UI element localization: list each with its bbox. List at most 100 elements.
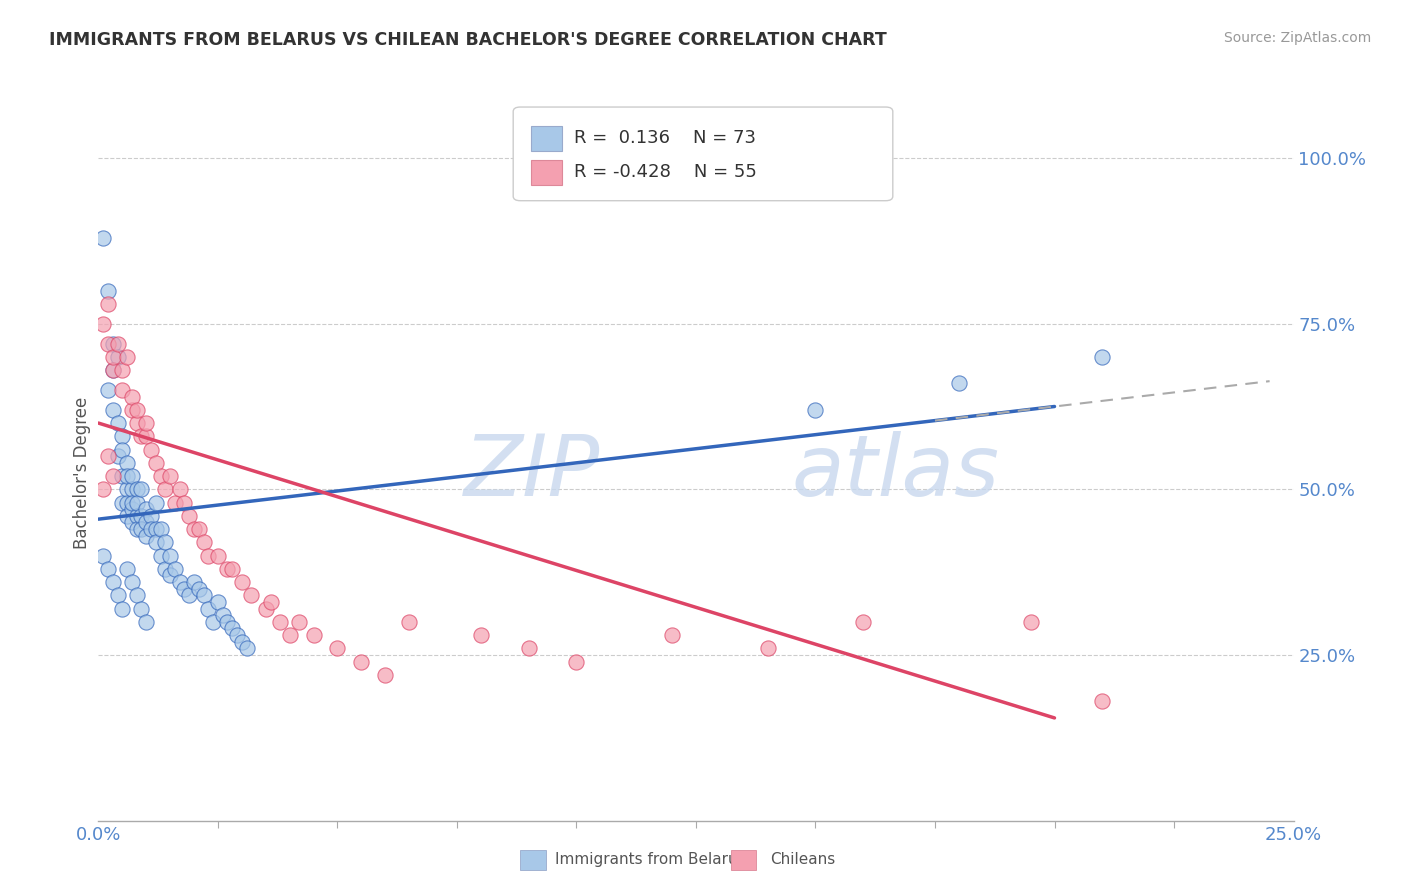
Point	[91, 230, 114, 244]
Point	[1019, 615, 1042, 629]
Point	[125, 416, 148, 430]
Point	[235, 641, 257, 656]
Point	[101, 575, 124, 590]
Text: R =  0.136    N = 73: R = 0.136 N = 73	[574, 129, 755, 147]
Point	[97, 284, 120, 298]
Point	[107, 449, 129, 463]
Point	[115, 562, 138, 576]
Point	[183, 522, 205, 536]
Point	[207, 549, 229, 563]
Point	[470, 628, 492, 642]
Point	[231, 575, 253, 590]
Point	[111, 495, 134, 509]
Point	[145, 535, 167, 549]
Point	[173, 582, 195, 596]
Point	[125, 588, 148, 602]
Point	[101, 363, 124, 377]
Point	[125, 402, 148, 417]
Point	[149, 549, 172, 563]
Point	[226, 628, 249, 642]
Point	[145, 456, 167, 470]
Point	[111, 383, 134, 397]
Point	[115, 456, 138, 470]
Point	[131, 601, 153, 615]
Point	[115, 495, 138, 509]
Point	[121, 390, 143, 404]
Point	[187, 582, 209, 596]
Point	[135, 615, 157, 629]
Text: ZIP: ZIP	[464, 431, 600, 515]
Point	[97, 297, 120, 311]
Point	[163, 562, 186, 576]
Point	[121, 469, 143, 483]
Point	[111, 363, 134, 377]
Point	[155, 562, 177, 576]
Point	[111, 469, 134, 483]
Text: Source: ZipAtlas.com: Source: ZipAtlas.com	[1223, 31, 1371, 45]
Point	[756, 641, 779, 656]
Point	[97, 562, 120, 576]
Point	[115, 483, 138, 497]
Point	[139, 442, 162, 457]
Point	[111, 442, 134, 457]
Point	[221, 622, 243, 636]
Point	[121, 502, 143, 516]
Text: atlas: atlas	[792, 431, 1000, 515]
Point	[135, 529, 157, 543]
Point	[221, 562, 243, 576]
Point	[159, 549, 181, 563]
Point	[254, 601, 277, 615]
Point	[121, 516, 143, 530]
Point	[121, 483, 143, 497]
Point	[155, 535, 177, 549]
Point	[115, 350, 138, 364]
Point	[852, 615, 875, 629]
Point	[948, 376, 970, 391]
Point	[135, 429, 157, 443]
Point	[804, 402, 827, 417]
Point	[163, 495, 186, 509]
Point	[398, 615, 420, 629]
Point	[97, 449, 120, 463]
Point	[374, 668, 396, 682]
Point	[125, 508, 148, 523]
Point	[155, 483, 177, 497]
Point	[145, 522, 167, 536]
Point	[159, 469, 181, 483]
Point	[145, 495, 167, 509]
Point	[193, 535, 215, 549]
Point	[111, 429, 134, 443]
Point	[107, 350, 129, 364]
Point	[101, 402, 124, 417]
Y-axis label: Bachelor's Degree: Bachelor's Degree	[73, 397, 91, 549]
Point	[101, 336, 124, 351]
Point	[179, 508, 201, 523]
Point	[269, 615, 291, 629]
Point	[131, 429, 153, 443]
Point	[101, 469, 124, 483]
Point	[125, 495, 148, 509]
Point	[131, 483, 153, 497]
Point	[125, 483, 148, 497]
Point	[91, 549, 114, 563]
Point	[302, 628, 325, 642]
Point	[193, 588, 215, 602]
Point	[139, 508, 162, 523]
Point	[288, 615, 311, 629]
Point	[179, 588, 201, 602]
Point	[197, 601, 219, 615]
Point	[149, 522, 172, 536]
Point	[115, 469, 138, 483]
Point	[278, 628, 301, 642]
Point	[197, 549, 219, 563]
Point	[231, 634, 253, 648]
Point	[107, 588, 129, 602]
Point	[121, 495, 143, 509]
Point	[131, 522, 153, 536]
Point	[139, 522, 162, 536]
Point	[135, 416, 157, 430]
Point	[517, 641, 540, 656]
Point	[565, 655, 588, 669]
Point	[183, 575, 205, 590]
Point	[121, 402, 143, 417]
